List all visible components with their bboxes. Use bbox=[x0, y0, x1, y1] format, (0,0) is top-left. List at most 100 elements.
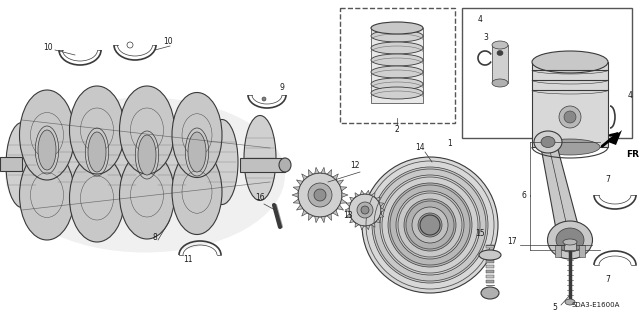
Polygon shape bbox=[327, 169, 332, 176]
Ellipse shape bbox=[106, 122, 138, 207]
Text: SDA3-E1600A: SDA3-E1600A bbox=[572, 302, 620, 308]
Circle shape bbox=[418, 213, 442, 237]
Polygon shape bbox=[315, 216, 319, 223]
Ellipse shape bbox=[371, 42, 423, 54]
Polygon shape bbox=[360, 225, 364, 230]
Text: 9: 9 bbox=[280, 84, 284, 93]
Circle shape bbox=[349, 194, 381, 226]
Ellipse shape bbox=[6, 122, 38, 207]
Ellipse shape bbox=[492, 41, 508, 49]
Text: 2: 2 bbox=[395, 125, 399, 135]
Bar bbox=[532, 62, 608, 147]
Ellipse shape bbox=[479, 250, 501, 260]
Polygon shape bbox=[355, 193, 359, 197]
Polygon shape bbox=[371, 193, 375, 197]
Ellipse shape bbox=[563, 239, 577, 245]
Polygon shape bbox=[333, 174, 339, 180]
Polygon shape bbox=[327, 214, 332, 220]
Circle shape bbox=[412, 207, 448, 243]
Polygon shape bbox=[345, 208, 349, 212]
Bar bbox=[0, 157, 22, 171]
Ellipse shape bbox=[188, 132, 206, 172]
Ellipse shape bbox=[70, 86, 125, 174]
Text: 6: 6 bbox=[522, 190, 527, 199]
Text: 11: 11 bbox=[183, 256, 193, 264]
Text: 8: 8 bbox=[152, 233, 157, 241]
Polygon shape bbox=[321, 167, 325, 174]
Ellipse shape bbox=[564, 111, 576, 123]
Bar bbox=[371, 28, 423, 103]
Text: 13: 13 bbox=[343, 211, 353, 219]
Circle shape bbox=[262, 97, 266, 101]
Polygon shape bbox=[371, 223, 375, 227]
Circle shape bbox=[127, 42, 133, 48]
Ellipse shape bbox=[565, 299, 575, 305]
Ellipse shape bbox=[88, 132, 106, 172]
Bar bbox=[462, 8, 632, 138]
Ellipse shape bbox=[547, 221, 593, 259]
Ellipse shape bbox=[38, 130, 56, 170]
Text: 12: 12 bbox=[350, 160, 360, 169]
Polygon shape bbox=[301, 174, 307, 180]
Bar bbox=[240, 158, 285, 172]
Polygon shape bbox=[308, 169, 313, 176]
Polygon shape bbox=[376, 197, 380, 201]
Ellipse shape bbox=[206, 120, 238, 204]
Circle shape bbox=[396, 191, 464, 259]
Bar bbox=[579, 245, 585, 257]
Bar bbox=[486, 270, 494, 273]
Polygon shape bbox=[380, 214, 384, 217]
Polygon shape bbox=[308, 214, 313, 220]
Text: 4: 4 bbox=[628, 91, 632, 100]
Polygon shape bbox=[346, 203, 351, 206]
Text: 7: 7 bbox=[605, 276, 611, 285]
Text: 16: 16 bbox=[255, 194, 265, 203]
Text: 5: 5 bbox=[552, 303, 557, 313]
Ellipse shape bbox=[371, 78, 423, 90]
Polygon shape bbox=[292, 193, 298, 197]
Polygon shape bbox=[337, 180, 344, 185]
Ellipse shape bbox=[371, 22, 423, 34]
Text: 1: 1 bbox=[447, 138, 452, 147]
Polygon shape bbox=[540, 142, 582, 240]
Ellipse shape bbox=[541, 137, 555, 147]
Text: 14: 14 bbox=[415, 144, 425, 152]
Bar bbox=[486, 275, 494, 278]
Polygon shape bbox=[293, 187, 300, 191]
Text: 15: 15 bbox=[475, 228, 485, 238]
Circle shape bbox=[404, 199, 456, 251]
Bar bbox=[486, 265, 494, 268]
Ellipse shape bbox=[244, 115, 276, 201]
Ellipse shape bbox=[172, 93, 222, 177]
Bar bbox=[486, 245, 494, 248]
Polygon shape bbox=[381, 208, 385, 212]
Ellipse shape bbox=[138, 135, 156, 175]
Bar bbox=[564, 242, 576, 250]
Bar bbox=[555, 245, 561, 257]
Ellipse shape bbox=[540, 139, 600, 155]
Ellipse shape bbox=[156, 122, 188, 207]
Bar bbox=[486, 250, 494, 253]
Ellipse shape bbox=[70, 154, 125, 242]
Circle shape bbox=[298, 173, 342, 217]
Bar bbox=[486, 260, 494, 263]
Polygon shape bbox=[321, 216, 325, 223]
Ellipse shape bbox=[559, 106, 581, 128]
Ellipse shape bbox=[371, 87, 423, 99]
Ellipse shape bbox=[556, 228, 584, 252]
Circle shape bbox=[372, 167, 488, 283]
Bar bbox=[492, 45, 508, 83]
Text: 7: 7 bbox=[605, 175, 611, 184]
Circle shape bbox=[362, 157, 498, 293]
Ellipse shape bbox=[56, 120, 88, 204]
Text: 4: 4 bbox=[477, 16, 483, 25]
Bar bbox=[486, 255, 494, 258]
Bar bbox=[486, 280, 494, 283]
Ellipse shape bbox=[534, 131, 562, 153]
Polygon shape bbox=[360, 190, 364, 195]
Polygon shape bbox=[376, 219, 380, 223]
Ellipse shape bbox=[19, 150, 74, 240]
Polygon shape bbox=[315, 167, 319, 174]
Ellipse shape bbox=[371, 30, 423, 42]
Polygon shape bbox=[366, 225, 370, 230]
